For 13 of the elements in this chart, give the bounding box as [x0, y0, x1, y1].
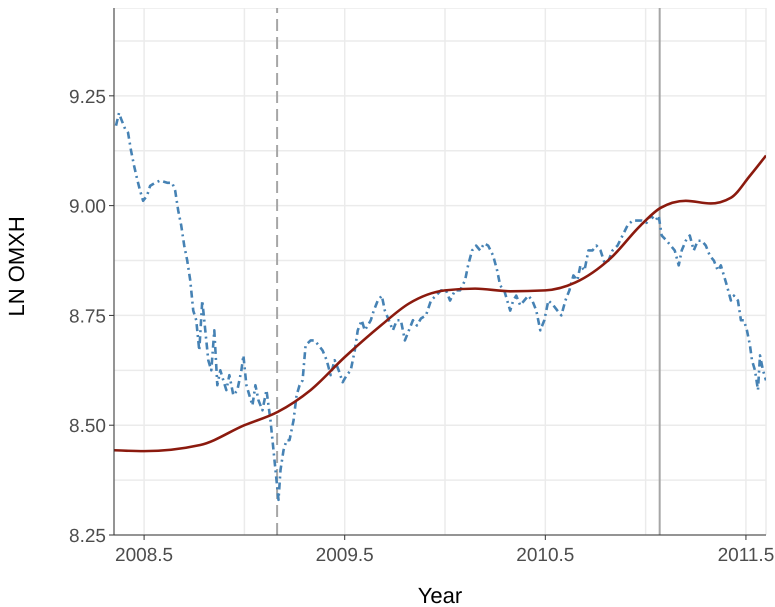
y-axis-title: LN OMXH — [4, 216, 29, 316]
x-tick-label: 2008.5 — [115, 545, 174, 566]
y-tick-label: 8.50 — [69, 416, 106, 438]
x-tick-label: 2010.5 — [516, 545, 574, 566]
y-tick-label: 9.25 — [69, 86, 106, 108]
y-tick-label: 8.25 — [69, 526, 106, 547]
line-series — [114, 154, 766, 452]
x-tick-label: 2009.5 — [316, 545, 374, 566]
line-series — [114, 112, 766, 502]
x-axis-title: Year — [418, 583, 462, 607]
y-tick-label: 8.75 — [69, 306, 106, 328]
x-tick-label: 2011.5 — [718, 545, 774, 566]
y-tick-label: 9.00 — [69, 196, 106, 218]
